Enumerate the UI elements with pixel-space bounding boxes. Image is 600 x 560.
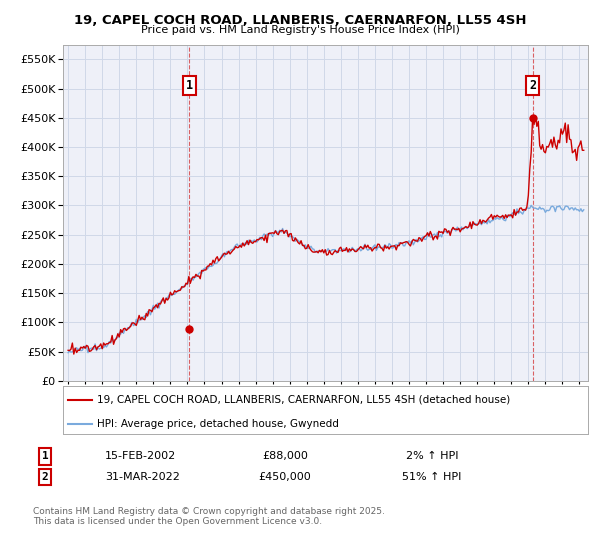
Text: 2: 2 xyxy=(529,79,536,92)
Text: 19, CAPEL COCH ROAD, LLANBERIS, CAERNARFON, LL55 4SH: 19, CAPEL COCH ROAD, LLANBERIS, CAERNARF… xyxy=(74,14,526,27)
Text: HPI: Average price, detached house, Gwynedd: HPI: Average price, detached house, Gwyn… xyxy=(97,418,339,428)
Text: 1: 1 xyxy=(186,79,193,92)
Text: 51% ↑ HPI: 51% ↑ HPI xyxy=(403,472,461,482)
Text: Price paid vs. HM Land Registry's House Price Index (HPI): Price paid vs. HM Land Registry's House … xyxy=(140,25,460,35)
Text: Contains HM Land Registry data © Crown copyright and database right 2025.
This d: Contains HM Land Registry data © Crown c… xyxy=(33,507,385,526)
Text: 15-FEB-2002: 15-FEB-2002 xyxy=(105,451,176,461)
Text: £88,000: £88,000 xyxy=(262,451,308,461)
Text: 31-MAR-2022: 31-MAR-2022 xyxy=(105,472,180,482)
Text: £450,000: £450,000 xyxy=(259,472,311,482)
Text: 1: 1 xyxy=(41,451,49,461)
Text: 19, CAPEL COCH ROAD, LLANBERIS, CAERNARFON, LL55 4SH (detached house): 19, CAPEL COCH ROAD, LLANBERIS, CAERNARF… xyxy=(97,395,511,405)
Text: 2% ↑ HPI: 2% ↑ HPI xyxy=(406,451,458,461)
Text: 2: 2 xyxy=(41,472,49,482)
